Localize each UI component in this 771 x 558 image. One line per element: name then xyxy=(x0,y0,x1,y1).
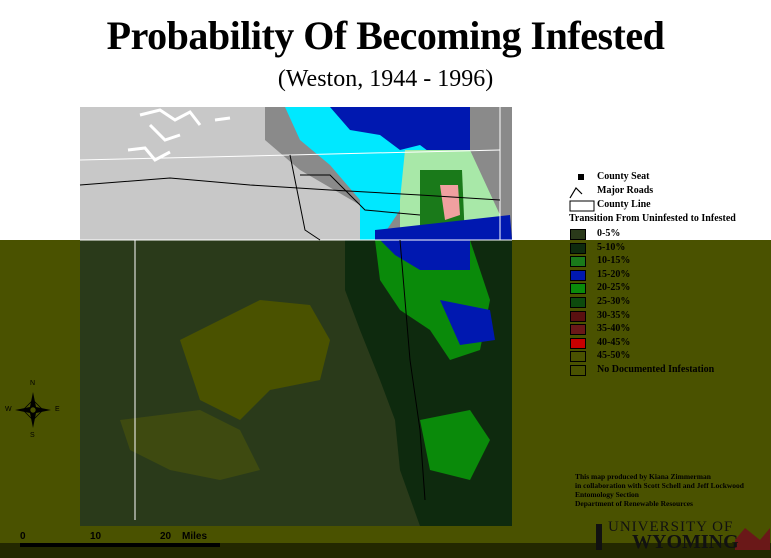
county-seat-icon xyxy=(578,174,584,180)
map-subtitle: (Weston, 1944 - 1996) xyxy=(277,66,494,92)
compass-s: S xyxy=(30,432,35,439)
legend-swatch xyxy=(570,365,586,376)
legend-county-seat: County Seat xyxy=(597,171,650,182)
scale-label-20: 20 xyxy=(160,531,172,542)
credit-line-3: Entomology Section xyxy=(575,490,639,499)
credit-line-1: This map produced by Kiana Zimmerman xyxy=(575,472,711,481)
scale-unit: Miles xyxy=(182,531,208,542)
scale-label-0: 0 xyxy=(20,531,26,542)
pink-zone xyxy=(440,185,460,220)
legend-symbols xyxy=(569,174,595,212)
county-lines xyxy=(79,107,512,520)
legend-swatch xyxy=(570,311,586,322)
major-roads-icon xyxy=(569,187,583,199)
logo-line-1: UNIVERSITY OF xyxy=(608,519,734,535)
legend-major-roads: Major Roads xyxy=(597,185,654,196)
blue-zone-north xyxy=(330,107,470,160)
river-lines xyxy=(127,108,231,162)
legend-label: No Documented Infestation xyxy=(597,364,715,375)
blue-patch xyxy=(440,300,495,345)
legend-label: 5-10% xyxy=(597,242,626,253)
legend-heading: Transition From Uninfested to Infested xyxy=(569,213,736,224)
legend-swatch xyxy=(570,297,586,308)
compass-rose xyxy=(15,392,51,428)
legend-label: 0-5% xyxy=(597,228,621,239)
olive-zone xyxy=(120,410,260,480)
map-lower-region xyxy=(80,240,512,526)
legend-label: 10-15% xyxy=(597,255,631,266)
compass-e: E xyxy=(55,406,60,413)
legend-label: 40-45% xyxy=(597,337,631,348)
legend-swatch xyxy=(570,256,586,267)
tan-zone xyxy=(180,300,330,420)
legend-swatch xyxy=(570,283,586,294)
map-upper-region xyxy=(80,107,512,240)
credit-line-2: in collaboration with Scott Schell and J… xyxy=(575,481,744,490)
legend-swatch xyxy=(570,229,586,240)
legend-label: 35-40% xyxy=(597,323,631,334)
university-logo xyxy=(596,524,770,550)
green-south-zone xyxy=(420,410,490,480)
legend-label: 20-25% xyxy=(597,282,631,293)
logo-line-2: WYOMING xyxy=(632,531,739,553)
blue-zone-south xyxy=(380,240,470,270)
legend-swatch xyxy=(570,324,586,335)
legend-swatch xyxy=(570,243,586,254)
legend-swatch xyxy=(570,338,586,349)
scale-bar xyxy=(20,543,220,547)
blue-band xyxy=(375,215,512,240)
legend-county-line: County Line xyxy=(597,199,651,210)
legend-label: 25-30% xyxy=(597,296,631,307)
map-title: Probability Of Becoming Infested xyxy=(106,13,665,58)
legend-swatch xyxy=(570,270,586,281)
scale-label-10: 10 xyxy=(90,531,102,542)
credit-line-4: Department of Renewable Resources xyxy=(575,499,693,508)
legend-label: 15-20% xyxy=(597,269,631,280)
major-roads xyxy=(79,154,501,501)
legend-label: 30-35% xyxy=(597,310,631,321)
compass-n: N xyxy=(30,380,36,387)
compass-w: W xyxy=(5,406,12,413)
county-line-icon xyxy=(569,200,595,212)
legend-label: 45-50% xyxy=(597,350,631,361)
legend-swatch xyxy=(570,351,586,362)
